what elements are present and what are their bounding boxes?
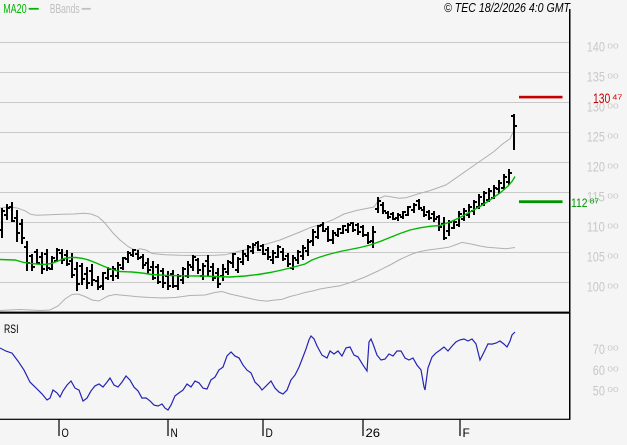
svg-text:100: 100 <box>587 280 605 295</box>
svg-text:50: 50 <box>593 383 605 398</box>
svg-text:140: 140 <box>587 40 605 55</box>
svg-text:112: 112 <box>571 196 588 210</box>
svg-text:130: 130 <box>587 100 605 115</box>
svg-text:00: 00 <box>607 251 618 260</box>
svg-text:D: D <box>266 426 274 440</box>
svg-text:135: 135 <box>587 70 605 85</box>
svg-text:105: 105 <box>587 250 605 265</box>
svg-text:00: 00 <box>607 365 618 374</box>
svg-text:47: 47 <box>612 93 622 102</box>
svg-text:00: 00 <box>607 131 618 140</box>
svg-text:00: 00 <box>607 281 618 290</box>
svg-text:N: N <box>171 426 178 440</box>
svg-text:26: 26 <box>366 426 381 440</box>
svg-text:© TEC 18/2/2026 4:0 GMT: © TEC 18/2/2026 4:0 GMT <box>444 1 571 15</box>
svg-text:70: 70 <box>593 342 605 357</box>
svg-text:00: 00 <box>607 161 618 170</box>
svg-text:130: 130 <box>593 91 610 106</box>
svg-text:O: O <box>62 426 69 440</box>
svg-text:BBands: BBands <box>50 2 80 16</box>
svg-text:00: 00 <box>607 101 618 110</box>
svg-text:110: 110 <box>587 220 605 235</box>
svg-text:00: 00 <box>607 191 618 200</box>
svg-text:00: 00 <box>607 385 618 394</box>
svg-text:RSI: RSI <box>4 322 19 336</box>
svg-text:125: 125 <box>587 130 605 145</box>
svg-text:00: 00 <box>607 221 618 230</box>
svg-text:60: 60 <box>593 363 605 378</box>
svg-text:115: 115 <box>587 190 605 205</box>
svg-text:00: 00 <box>607 344 618 353</box>
svg-text:120: 120 <box>587 160 605 175</box>
svg-text:87: 87 <box>590 197 599 206</box>
svg-text:MA20: MA20 <box>3 2 27 16</box>
svg-text:F: F <box>463 426 470 440</box>
svg-text:00: 00 <box>607 71 618 80</box>
svg-text:00: 00 <box>607 41 618 50</box>
